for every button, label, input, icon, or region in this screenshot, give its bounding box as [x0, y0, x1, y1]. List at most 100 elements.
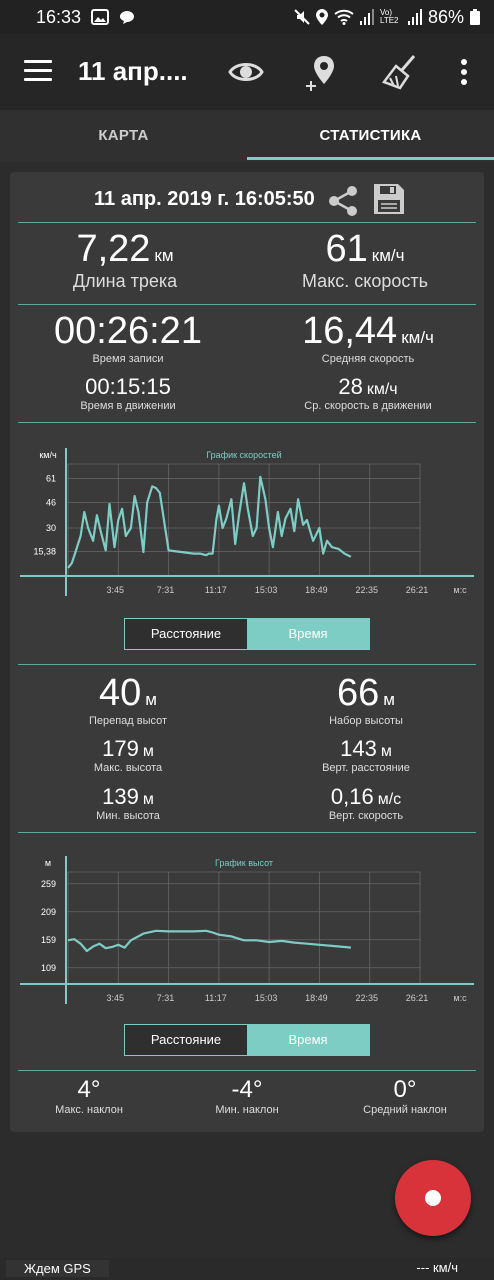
min-incline-value: -4°: [231, 1076, 263, 1103]
elev-diff-label: Перепад высот: [88, 715, 168, 727]
status-bar: 16:33 Vo) LTE2 86%: [0, 0, 494, 34]
add-marker-icon[interactable]: [302, 52, 342, 92]
network-label: Vo) LTE2: [379, 8, 399, 25]
menu-icon[interactable]: [24, 60, 52, 82]
avg-speed-value: 16,44: [302, 310, 398, 352]
avg-moving-speed-value: 28: [338, 374, 363, 399]
max-speed-label: Макс. скорость: [301, 271, 429, 291]
avg-moving-speed-label: Ср. скорость в движении: [304, 400, 432, 412]
divider: [18, 304, 476, 305]
divider: [18, 832, 476, 833]
avg-incline-value: 0°: [393, 1076, 417, 1103]
elevation-chart: м График высот м:с 259 209 159 109 3:45 7:31 11:1…: [20, 856, 474, 1004]
tab-map[interactable]: КАРТА: [98, 127, 149, 144]
mute-icon: [294, 9, 310, 25]
elev-gain-stat: 66 м Набор высоты: [258, 672, 474, 727]
elevation-chart-x-tick-label: 15:03: [255, 993, 278, 1003]
elev-diff-value: 40: [99, 672, 142, 714]
speed-chart-x-tick-label: 7:31: [157, 585, 175, 595]
avg-speed-stat: 16,44 км/ч Средняя скорость: [250, 310, 486, 365]
elevation-chart-title: График высот: [215, 858, 273, 868]
elevation-chart-y-tick-label: 209: [41, 907, 56, 917]
elevation-chart-x-tick-label: 26:21: [406, 993, 429, 1003]
elev-diff-unit: м: [145, 690, 157, 709]
record-button[interactable]: [395, 1160, 471, 1236]
max-speed-unit: км/ч: [371, 246, 405, 265]
speed-chart: км/ч График скоростей м:с 61 46 30 15,38 3:45 7:…: [20, 448, 474, 596]
app-bar: 11 апр....: [0, 34, 494, 110]
track-length-value: 7,22: [76, 228, 151, 270]
speed-chart-toggle: Расстояние Время: [124, 618, 370, 650]
elevation-chart-x-axis-label: м:с: [453, 993, 467, 1003]
tab-statistics[interactable]: СТАТИСТИКА: [319, 127, 422, 144]
speed-chart-y-tick-label: 30: [46, 523, 56, 533]
toggle-time-button-2[interactable]: Время: [247, 1025, 369, 1055]
vert-speed-value: 0,16: [330, 784, 374, 809]
toggle-time-button[interactable]: Время: [247, 619, 369, 649]
status-time: 16:33: [36, 6, 82, 27]
tab-bar: КАРТА СТАТИСТИКА: [0, 110, 494, 162]
vert-speed-unit: м/с: [377, 791, 402, 808]
track-length-label: Длина трека: [72, 271, 178, 291]
min-incline-stat: -4° Мин. наклон: [168, 1076, 326, 1116]
speed-chart-x-tick-label: 15:03: [255, 585, 278, 595]
save-icon[interactable]: [372, 182, 406, 216]
eye-icon[interactable]: [226, 52, 266, 92]
vert-distance-unit: м: [380, 743, 392, 760]
avg-incline-stat: 0° Средний наклон: [326, 1076, 484, 1116]
divider: [18, 664, 476, 665]
max-elev-label: Макс. высота: [93, 762, 163, 774]
elevation-chart-x-tick-label: 22:35: [355, 993, 378, 1003]
elev-diff-stat: 40 м Перепад высот: [20, 672, 236, 727]
moving-time-stat: 00:15:15 Время в движении: [10, 374, 246, 412]
signal-icon-2: [407, 9, 422, 25]
signal-icon: [359, 9, 374, 25]
bottom-status-bar: Ждем GPS --- км/ч: [0, 1258, 494, 1280]
toggle-distance-button[interactable]: Расстояние: [125, 619, 247, 649]
share-icon[interactable]: [326, 184, 360, 218]
max-incline-label: Макс. наклон: [55, 1104, 123, 1116]
elev-gain-unit: м: [383, 690, 395, 709]
max-speed-stat: 61 км/ч Макс. скорость: [260, 228, 470, 292]
speed-chart-x-tick-label: 11:17: [205, 585, 227, 595]
speed-chart-y-tick-label: 61: [46, 473, 56, 483]
current-speed: --- км/ч: [416, 1260, 458, 1275]
location-icon: [315, 9, 328, 25]
speed-chart-title: График скоростей: [206, 450, 281, 460]
elevation-chart-toggle: Расстояние Время: [124, 1024, 370, 1056]
track-length-stat: 7,22 км Длина трека: [20, 228, 230, 292]
vert-speed-label: Верт. скорость: [328, 810, 404, 822]
toggle-distance-button-2[interactable]: Расстояние: [125, 1025, 247, 1055]
speed-chart-y-tick-label: 15,38: [33, 546, 56, 556]
elevation-chart-x-tick-label: 7:31: [157, 993, 175, 1003]
more-vert-icon[interactable]: [444, 52, 484, 92]
broom-icon[interactable]: [380, 52, 420, 92]
speed-chart-x-tick-label: 3:45: [107, 585, 125, 595]
speed-chart-x-tick-label: 26:21: [406, 585, 429, 595]
max-incline-stat: 4° Макс. наклон: [10, 1076, 168, 1116]
elevation-chart-y-axis-label: м: [45, 858, 51, 868]
avg-moving-speed-stat: 28 км/ч Ср. скорость в движении: [250, 374, 486, 412]
record-time-label: Время записи: [92, 353, 164, 365]
image-icon: [91, 9, 110, 25]
app-title: 11 апр....: [78, 56, 188, 86]
elev-gain-label: Набор высоты: [329, 715, 403, 727]
min-elev-stat: 139 м Мин. высота: [20, 784, 236, 822]
message-icon: [120, 11, 135, 24]
battery-icon: [470, 9, 480, 25]
speed-chart-series-line: [67, 475, 352, 569]
min-incline-label: Мин. наклон: [215, 1104, 279, 1116]
vert-distance-label: Верт. расстояние: [322, 762, 410, 774]
min-elev-label: Мин. высота: [96, 810, 160, 822]
track-date: 11 апр. 2019 г. 16:05:50: [94, 188, 315, 210]
avg-moving-speed-unit: км/ч: [366, 381, 398, 398]
gps-status: Ждем GPS: [6, 1260, 109, 1277]
divider: [18, 1070, 476, 1071]
min-elev-value: 139: [102, 784, 139, 809]
max-incline-value: 4°: [77, 1076, 101, 1103]
record-dot-icon: [425, 1190, 441, 1206]
max-elev-stat: 179 м Макс. высота: [20, 736, 236, 774]
speed-chart-y-axis-label: км/ч: [39, 450, 57, 460]
elevation-chart-y-tick-label: 159: [41, 935, 56, 945]
vert-speed-stat: 0,16 м/с Верт. скорость: [258, 784, 474, 822]
